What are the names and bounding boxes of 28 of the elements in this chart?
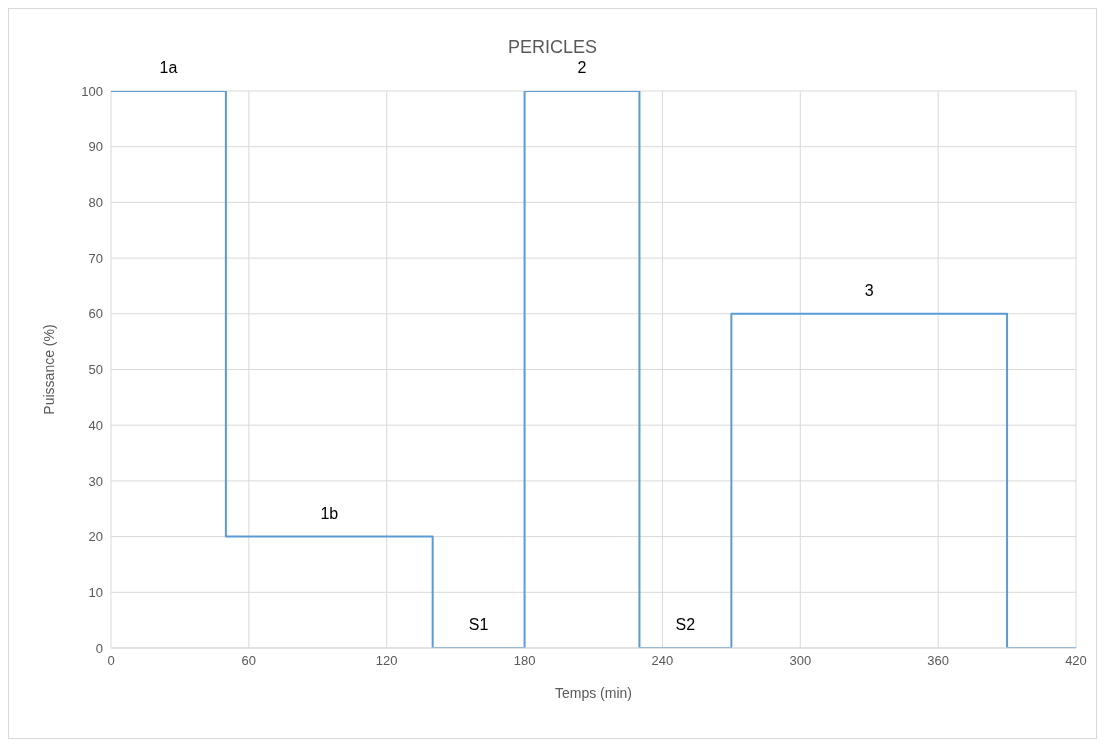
y-tick-label: 60: [88, 306, 103, 322]
x-tick-label: 240: [651, 653, 674, 669]
x-tick-label: 60: [241, 653, 257, 669]
y-tick-label: 90: [88, 139, 103, 155]
x-tick-label: 180: [513, 653, 536, 669]
y-tick-label: 80: [88, 195, 103, 211]
x-tick-label: 360: [927, 653, 949, 669]
y-tick-label: 10: [88, 584, 103, 600]
x-tick-label: 300: [789, 653, 812, 669]
annotation: S1: [468, 616, 489, 633]
chart-title: PERICLES: [506, 37, 598, 58]
y-tick-label: 70: [88, 250, 103, 266]
y-tick-label: 100: [81, 83, 103, 99]
y-tick-label: 0: [95, 640, 103, 656]
y-tick-label: 50: [88, 362, 103, 378]
y-tick-label: 20: [88, 529, 103, 545]
annotation: S2: [675, 616, 696, 633]
x-tick-label: 420: [1065, 653, 1087, 669]
annotation: 1b: [320, 504, 339, 522]
y-tick-label: 30: [88, 473, 103, 489]
x-axis-title: Temps (min): [554, 685, 633, 701]
x-tick-label: 0: [107, 653, 115, 669]
y-tick-label: 40: [88, 417, 103, 433]
annotation: 1a: [159, 59, 178, 76]
annotation: 3: [864, 281, 874, 299]
y-axis-title: Puissance (%): [40, 324, 57, 415]
annotation: 2: [577, 59, 587, 76]
x-tick-label: 120: [375, 653, 398, 669]
